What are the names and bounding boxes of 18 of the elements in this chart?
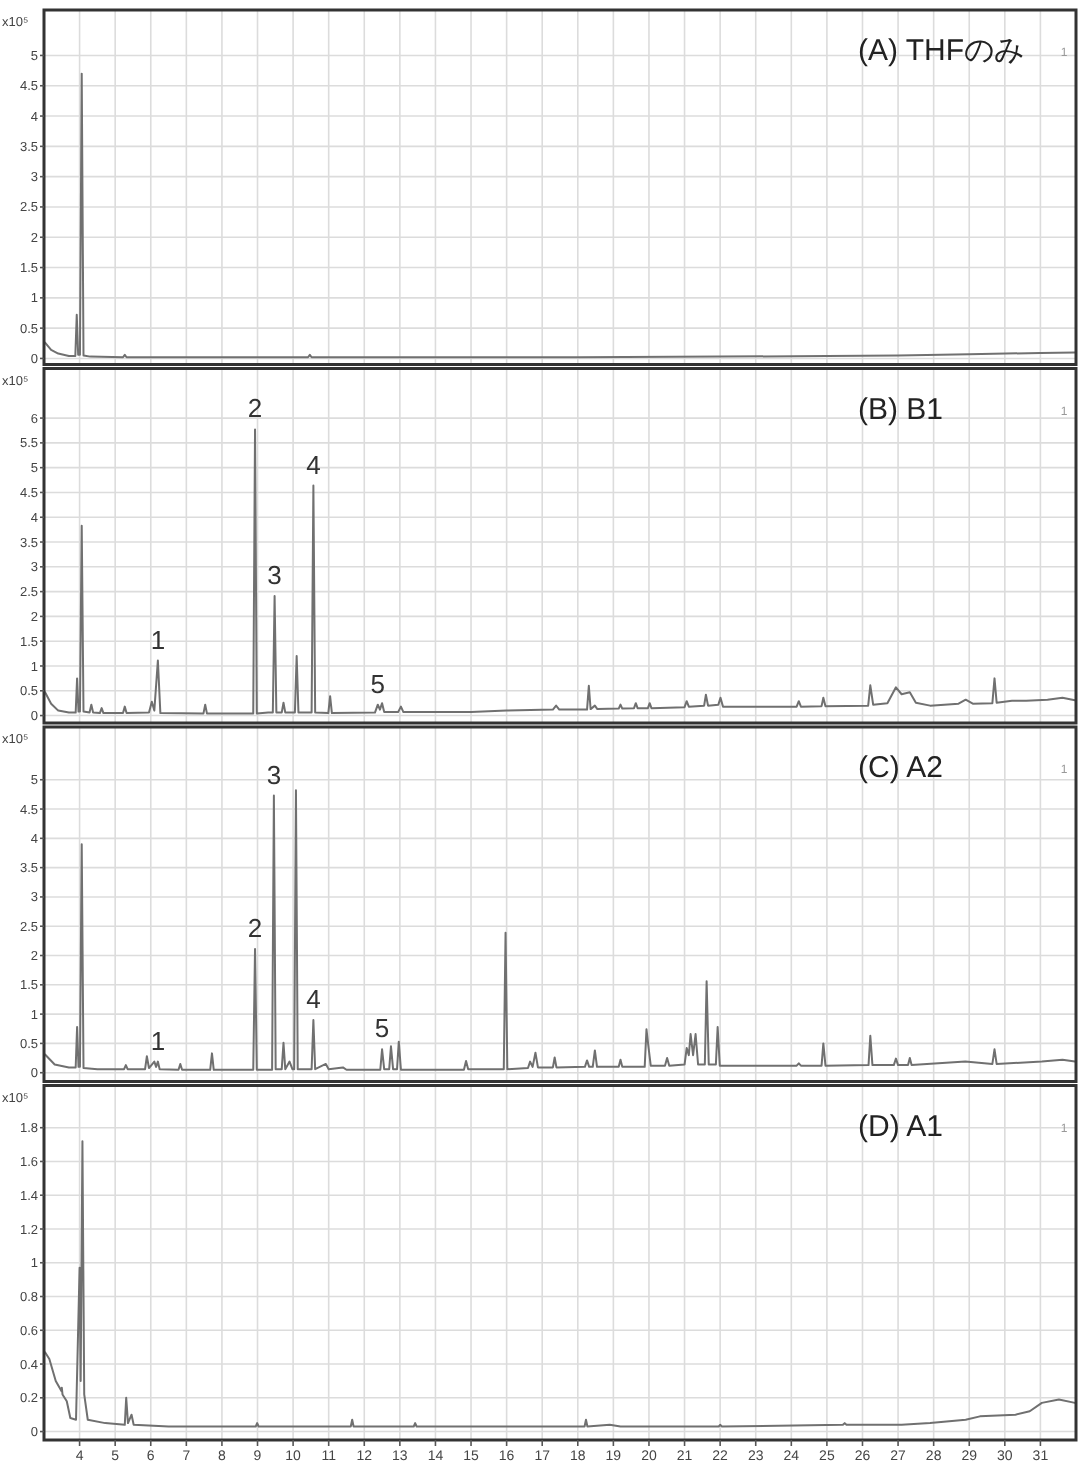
text: (B) B1 [858, 392, 944, 427]
text: (C) A2 [858, 751, 944, 785]
line-series [44, 789, 1076, 1071]
line-series [44, 428, 1076, 715]
annotation: 5 [370, 668, 386, 699]
annotation: 4 [306, 983, 321, 1014]
text: (A) THFのみ [858, 34, 1025, 68]
text: (D) A1 [858, 1109, 944, 1144]
line-series [44, 1140, 1076, 1428]
annotation: 2 [247, 393, 263, 424]
annotation: 5 [374, 1013, 390, 1044]
annotation: 1 [150, 1025, 166, 1056]
line-series [44, 72, 1076, 359]
annotation: 3 [266, 759, 282, 790]
annotation: 4 [306, 449, 321, 480]
annotation: 1 [150, 624, 166, 655]
annotation: 2 [247, 913, 263, 944]
annotation: 3 [267, 560, 282, 591]
